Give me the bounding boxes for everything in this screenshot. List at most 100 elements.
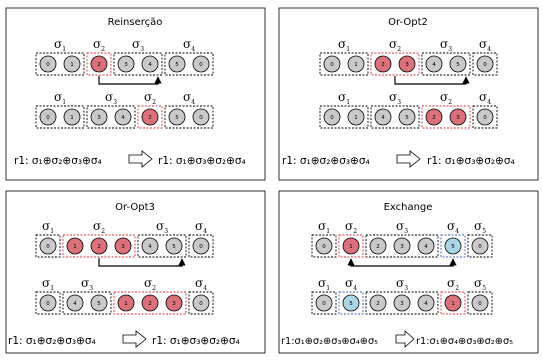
node-p2-bot-2-2 xyxy=(165,294,183,312)
node-p2-top-3-0 xyxy=(192,237,210,255)
node-p3-top-2-1 xyxy=(393,237,411,255)
node-label-p3-bot-1-0: 5 xyxy=(349,301,353,307)
sigma-label-p0-bot-1: σ3 xyxy=(105,90,117,106)
formula-right-exchange: r1:σ₁⊕σ₄⊕σ₃⊕σ₂⊕σ₅ xyxy=(416,336,513,347)
node-label-p0-top-2-1: 4 xyxy=(148,62,152,68)
node-label-p1-top-1-0: 2 xyxy=(381,62,385,68)
node-label-p2-bot-2-1: 2 xyxy=(148,301,152,307)
group-box-p2-bot-0 xyxy=(35,291,61,315)
node-label-p1-top-1-1: 3 xyxy=(405,62,409,68)
node-label-p0-top-2-0: 3 xyxy=(124,62,128,68)
node-p3-top-2-2 xyxy=(417,237,435,255)
node-label-p1-top-0-1: 1 xyxy=(354,62,358,68)
node-p2-bot-2-0 xyxy=(117,294,135,312)
sigma-label-p0-top-0: σ1 xyxy=(54,37,66,53)
group-box-p1-bot-3 xyxy=(472,105,498,129)
node-p0-bot-3-1 xyxy=(192,108,210,126)
node-p2-top-0-0 xyxy=(39,237,57,255)
node-label-p1-bot-2-0: 2 xyxy=(432,115,436,121)
node-p0-bot-0-0 xyxy=(39,108,57,126)
node-label-p2-bot-2-2: 3 xyxy=(172,301,176,307)
node-label-p1-bot-1-0: 4 xyxy=(381,115,385,121)
group-box-p3-bot-1 xyxy=(338,291,364,315)
sigma-label-p0-top-2: σ3 xyxy=(132,37,144,53)
node-label-p0-top-0-0: 0 xyxy=(46,62,50,68)
node-p0-top-0-0 xyxy=(39,55,57,73)
node-p2-top-2-1 xyxy=(165,237,183,255)
group-box-p0-bot-2 xyxy=(137,105,163,129)
sigma-label-p3-bot-0: σ1 xyxy=(318,276,330,292)
sigma-label-p3-top-3: σ4 xyxy=(447,219,459,235)
sigma-label-p0-top-3: σ4 xyxy=(183,37,195,53)
sigma-label-p3-bot-4: σ5 xyxy=(474,276,486,292)
node-label-p0-bot-2-0: 2 xyxy=(148,115,152,121)
node-p2-top-1-0 xyxy=(66,237,84,255)
sigma-label-p0-bot-3: σ4 xyxy=(183,90,195,106)
node-p3-bot-2-0 xyxy=(369,294,387,312)
node-label-p2-top-3-0: 0 xyxy=(199,244,203,250)
group-box-p2-bot-2 xyxy=(113,291,187,315)
node-p3-bot-3-0 xyxy=(444,294,462,312)
node-p0-top-2-1 xyxy=(141,55,159,73)
node-label-p0-top-3-1: 0 xyxy=(199,62,203,68)
node-p2-top-2-0 xyxy=(141,237,159,255)
node-label-p1-bot-2-1: 3 xyxy=(456,115,460,121)
node-label-p0-bot-0-1: 1 xyxy=(70,115,74,121)
sigma-label-p1-top-1: σ2 xyxy=(389,37,401,53)
panel-frame-oropt3 xyxy=(5,190,266,354)
move-arrow-p1 xyxy=(394,76,470,85)
sigma-label-p2-bot-3: σ4 xyxy=(195,276,207,292)
node-label-p0-bot-3-0: 5 xyxy=(175,115,179,121)
node-label-p2-top-1-0: 1 xyxy=(73,244,77,250)
node-p1-top-1-1 xyxy=(398,55,416,73)
panel-frame-oropt2 xyxy=(278,7,539,181)
node-p1-bot-1-0 xyxy=(374,108,392,126)
sigma-label-p2-top-3: σ4 xyxy=(195,219,207,235)
node-p0-top-1-0 xyxy=(90,55,108,73)
group-box-p2-top-1 xyxy=(62,234,136,258)
formula-left-oropt2: r1: σ₁⊕σ₂⊕σ₃⊕σ₄ xyxy=(282,155,370,167)
node-label-p1-bot-0-0: 0 xyxy=(330,115,334,121)
move-arrow-p2 xyxy=(98,258,186,267)
node-p1-top-2-1 xyxy=(449,55,467,73)
node-p3-top-0-0 xyxy=(315,237,333,255)
node-label-p3-top-2-2: 4 xyxy=(424,244,428,250)
sigma-label-p3-bot-3: σ2 xyxy=(447,276,459,292)
node-p0-bot-1-1 xyxy=(114,108,132,126)
node-label-p3-top-3-0: 5 xyxy=(451,244,455,250)
node-p0-top-3-1 xyxy=(192,55,210,73)
node-p0-bot-2-0 xyxy=(141,108,159,126)
node-p1-bot-2-1 xyxy=(449,108,467,126)
node-p1-bot-0-1 xyxy=(347,108,365,126)
sigma-label-p1-top-3: σ4 xyxy=(479,37,491,53)
move-arrow-p3 xyxy=(347,258,457,267)
node-label-p0-top-3-0: 5 xyxy=(175,62,179,68)
sigma-label-p1-bot-1: σ3 xyxy=(389,90,401,106)
node-p3-bot-4-0 xyxy=(471,294,489,312)
node-p1-top-0-0 xyxy=(323,55,341,73)
node-p3-top-1-0 xyxy=(342,237,360,255)
node-p2-bot-1-1 xyxy=(90,294,108,312)
formula-left-exchange: r1:σ₁⊕σ₂⊕σ₃⊕σ₄⊕σ₅ xyxy=(281,336,378,347)
becomes-arrow-icon-oropt2 xyxy=(396,150,421,168)
node-p3-bot-1-0 xyxy=(342,294,360,312)
becomes-arrow-icon-reinsercao xyxy=(128,150,153,168)
node-p2-bot-2-1 xyxy=(141,294,159,312)
panel-frame-exchange xyxy=(278,190,539,354)
formula-left-oropt3: r1: σ₁⊕σ₂⊕σ₃⊕σ₄ xyxy=(8,335,96,347)
becomes-arrow-icon-exchange xyxy=(395,330,415,348)
sigma-label-p1-bot-3: σ4 xyxy=(479,90,491,106)
node-p0-top-2-0 xyxy=(117,55,135,73)
sigma-label-p3-bot-1: σ4 xyxy=(345,276,357,292)
group-box-p3-bot-2 xyxy=(365,291,439,315)
node-p1-top-1-0 xyxy=(374,55,392,73)
node-label-p3-bot-0-0: 0 xyxy=(322,301,326,307)
sequence-groups: σ1 0 1 σ2 2 σ3 3 4 σ4 5 0 σ1 0 1 σ3 3 4 σ2 2 σ4 5 0 σ1 0 1 σ2 2 3 σ3… xyxy=(35,37,498,315)
node-label-p2-bot-2-0: 1 xyxy=(124,301,128,307)
node-p2-bot-3-0 xyxy=(192,294,210,312)
node-p0-bot-0-1 xyxy=(63,108,81,126)
node-label-p1-top-2-1: 5 xyxy=(456,62,460,68)
node-label-p2-bot-1-1: 5 xyxy=(97,301,101,307)
sigma-label-p2-bot-1: σ3 xyxy=(81,276,93,292)
